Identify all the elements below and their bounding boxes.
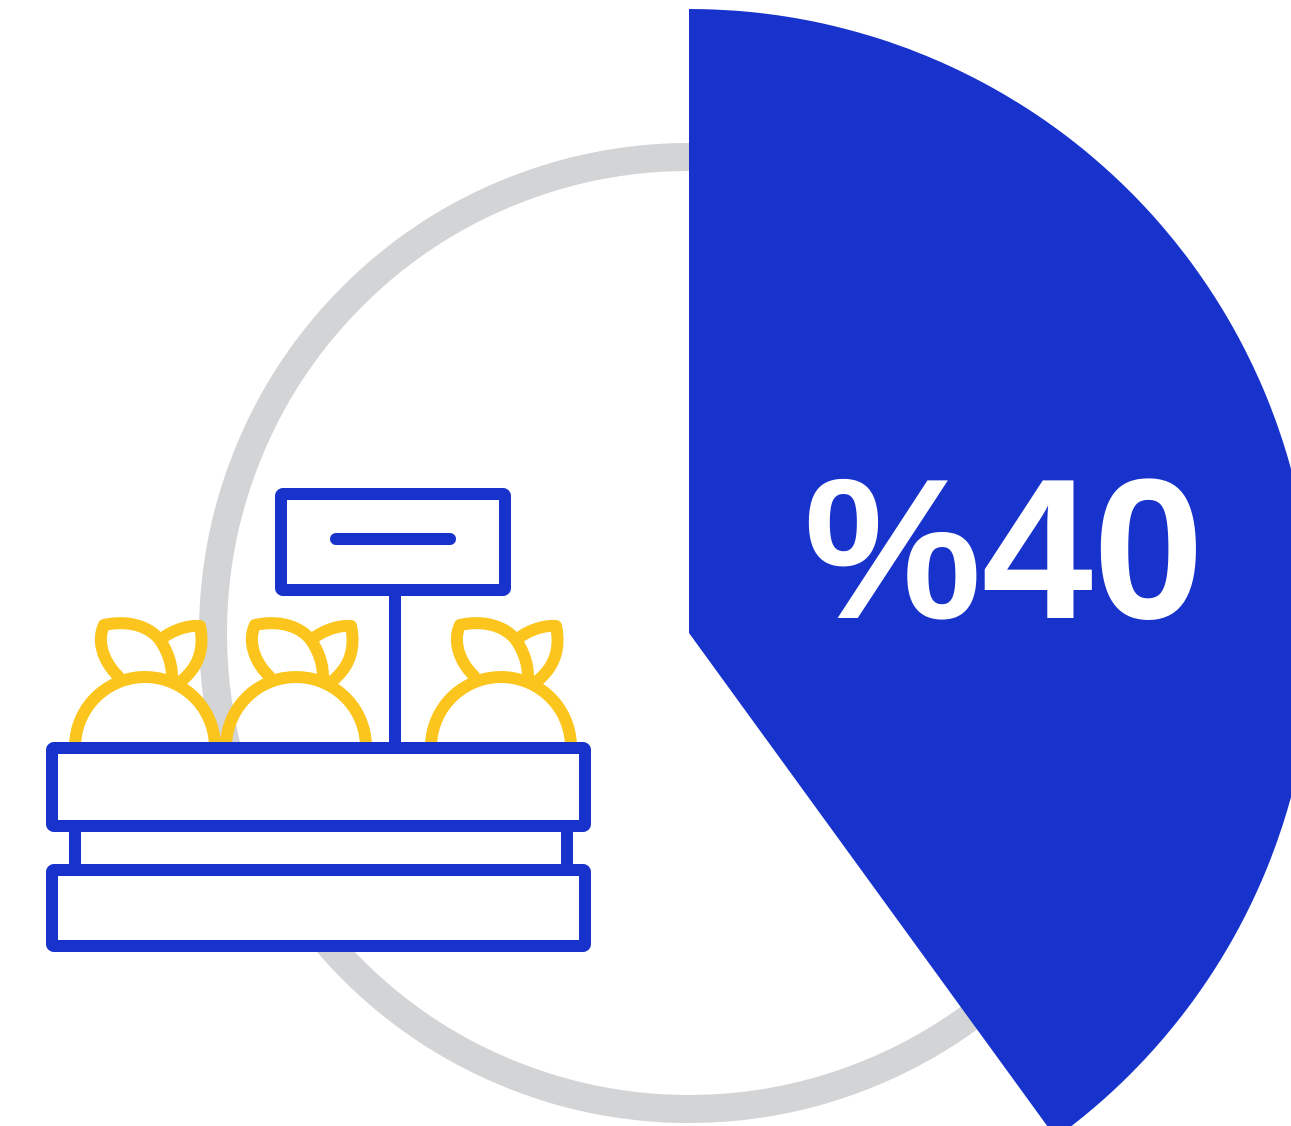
fruit-icon: [425, 617, 577, 753]
percentage-label: %40: [804, 438, 1204, 661]
fruit-icon: [69, 617, 221, 753]
fruit-icon: [220, 617, 372, 753]
crate-middle-plank: [69, 820, 573, 876]
fruit-crate-with-price-sign-icon: [46, 488, 591, 952]
crate-top-plank: [46, 742, 591, 832]
crate-bottom-plank: [46, 864, 591, 952]
percentage-wedge: [689, 9, 1291, 1126]
